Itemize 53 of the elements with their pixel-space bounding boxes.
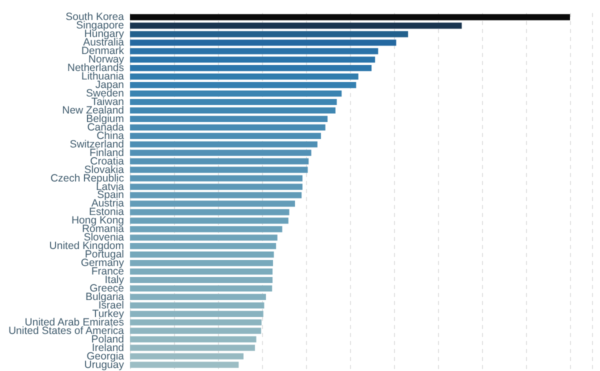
bar <box>130 276 273 284</box>
bar <box>130 107 336 114</box>
bar <box>130 362 239 368</box>
bar <box>130 294 266 300</box>
y-tick-label: Czech Republic <box>50 172 124 184</box>
bar <box>130 328 262 334</box>
bar <box>130 65 372 72</box>
bar <box>130 116 328 122</box>
bar <box>130 31 408 38</box>
bar <box>130 82 356 88</box>
bar <box>130 150 312 156</box>
bar <box>130 302 264 308</box>
y-tick-label: Spain <box>97 189 124 202</box>
bar <box>130 132 321 139</box>
bar <box>130 226 282 232</box>
bar <box>130 268 273 275</box>
bar <box>130 158 309 164</box>
bar <box>130 48 378 54</box>
y-tick-label: Norway <box>88 54 125 66</box>
bar <box>130 336 256 342</box>
bar <box>130 344 255 351</box>
bar <box>130 353 244 360</box>
y-tick-label: Japan <box>95 79 124 92</box>
bar <box>130 260 273 266</box>
bar <box>130 56 376 63</box>
bar <box>130 218 288 224</box>
y-tick-label: Belgium <box>86 112 124 125</box>
y-tick-label: Germany <box>80 257 125 270</box>
y-tick-label: Turkey <box>92 308 125 320</box>
y-tick-label: Italy <box>104 274 125 286</box>
y-tick-label: Hong Kong <box>71 214 124 227</box>
bar <box>130 234 278 241</box>
bar <box>130 310 264 317</box>
bar <box>130 40 396 46</box>
y-tick-label: Georgia <box>86 350 124 362</box>
bar <box>130 243 276 250</box>
bar <box>130 192 302 198</box>
bar <box>130 14 570 20</box>
bar <box>130 124 326 130</box>
bar <box>130 98 337 106</box>
bar <box>130 209 290 216</box>
bar <box>130 175 302 182</box>
bar <box>130 184 302 190</box>
bar <box>130 166 308 173</box>
bar <box>130 141 318 148</box>
bar <box>130 200 295 207</box>
bar <box>130 252 274 258</box>
bar <box>130 74 358 80</box>
bar <box>130 22 462 29</box>
bar <box>130 319 262 326</box>
y-tick-label: Bulgaria <box>85 290 124 303</box>
bar <box>130 285 272 292</box>
bar <box>130 90 342 97</box>
